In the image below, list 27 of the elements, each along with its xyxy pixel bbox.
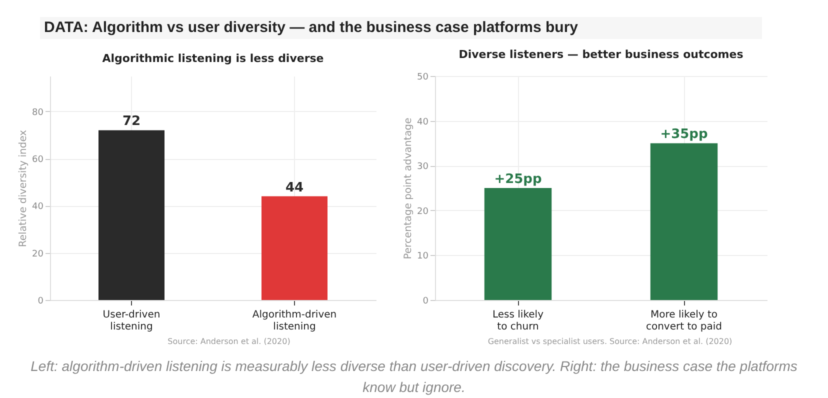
chart-title: Diverse listeners — better business outcomes bbox=[458, 48, 744, 61]
source-note: Source: Anderson et al. (2020) bbox=[166, 337, 292, 346]
y-tick-label: 20 bbox=[417, 206, 429, 217]
data-label: +35pp bbox=[660, 127, 708, 142]
y-tick-label: 60 bbox=[32, 155, 44, 166]
y-tick-label: 80 bbox=[32, 108, 44, 118]
data-label: 72 bbox=[122, 114, 141, 130]
chart-title: Algorithmic listening is less diverse bbox=[102, 52, 324, 65]
text: Left: algorithm-driven listening is measurably less diverse than user-driven discovery. Right: the business case the platforms know but ignore. bbox=[30, 357, 798, 397]
text: DATA: Algorithm vs user diversity — and the business case platforms bury bbox=[40, 17, 762, 39]
data-label: 44 bbox=[285, 180, 304, 196]
y-tick-label: 10 bbox=[417, 252, 429, 262]
text: Generalist vs specialist users. Source: Anderson et al. (2020) bbox=[486, 337, 734, 346]
y-tick-label: 40 bbox=[417, 117, 429, 128]
y-tick-label: 30 bbox=[417, 162, 429, 172]
y-tick-label: 50 bbox=[417, 72, 429, 82]
y-tick-label: 40 bbox=[32, 202, 44, 212]
y-tick-label: 0 bbox=[38, 296, 44, 306]
y-axis-title: Percentage point advantage bbox=[403, 118, 414, 260]
x-tick-label: More likely to convert to paid bbox=[646, 310, 722, 332]
x-tick-label: Algorithm-driven listening bbox=[252, 310, 337, 332]
x-tick-label: Less likely to churn bbox=[492, 310, 544, 332]
y-tick-label: 0 bbox=[422, 296, 429, 306]
data-label: +25pp bbox=[494, 172, 542, 187]
y-tick-label: 20 bbox=[32, 249, 44, 260]
x-tick-label: User-driven listening bbox=[102, 310, 160, 332]
y-axis-title: Relative diversity index bbox=[18, 130, 30, 248]
